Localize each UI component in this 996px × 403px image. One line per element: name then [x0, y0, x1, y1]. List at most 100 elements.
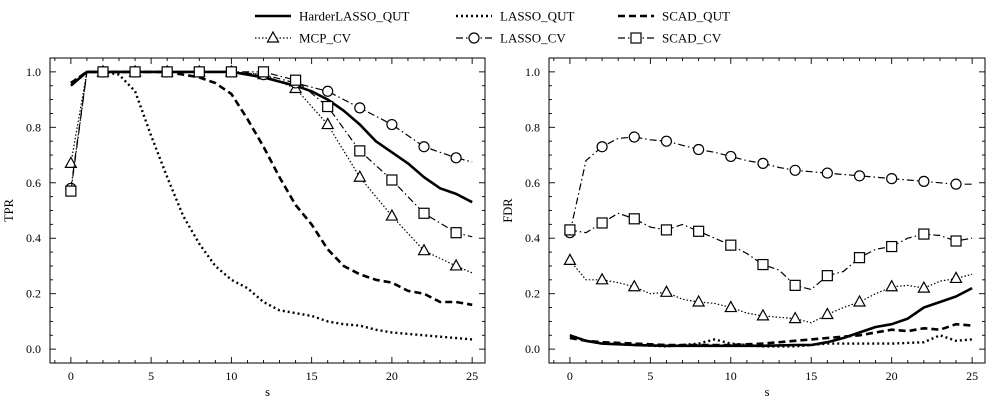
series-line-scadcv	[569, 212, 973, 291]
data-point-mcpcv	[756, 308, 770, 321]
series-lassocv	[564, 131, 973, 239]
legend-marker	[630, 32, 642, 44]
y-tick-label: 0.0	[26, 342, 41, 356]
x-tick-label: 20	[386, 369, 398, 383]
legend-label: SCAD_CV	[662, 31, 722, 46]
data-point-lassocv	[450, 152, 462, 164]
data-point-mcpcv	[449, 258, 463, 271]
y-tick-label: 0.6	[26, 176, 41, 190]
data-point-lassocv	[789, 164, 801, 176]
legend-label: SCAD_QUT	[662, 9, 730, 24]
legend-marker	[468, 32, 480, 44]
data-point-mcpcv	[949, 271, 963, 284]
y-tick-label: 0.2	[26, 287, 41, 301]
series-line-harder	[569, 286, 973, 348]
data-point-lassocv	[918, 175, 930, 187]
data-point-scadcv	[660, 224, 673, 236]
y-tick-label: 1.0	[525, 65, 540, 79]
data-point-mcpcv	[692, 294, 706, 307]
data-point-lassocv	[596, 141, 608, 153]
y-tick-label: 0.0	[525, 342, 540, 356]
data-point-mcpcv	[788, 311, 802, 324]
legend-label: HarderLASSO_QUT	[299, 9, 410, 24]
x-tick-label: 20	[886, 369, 898, 383]
y-tick-label: 0.2	[525, 287, 540, 301]
series-line-lassoqut	[569, 334, 973, 348]
data-point-scadcv	[853, 252, 866, 264]
data-point-scadcv	[757, 258, 769, 271]
legend-label: LASSO_QUT	[500, 9, 574, 24]
legend-entry-scadqut: SCAD_QUT	[618, 9, 730, 24]
data-point-scadcv	[386, 174, 398, 186]
data-point-mcpcv	[852, 294, 867, 307]
data-point-mcpcv	[321, 117, 335, 130]
x-tick-label: 15	[805, 369, 817, 383]
x-tick-label: 0	[68, 369, 74, 383]
data-point-lassocv	[725, 150, 737, 163]
data-point-scadcv	[129, 66, 141, 78]
data-point-mcpcv	[917, 280, 931, 293]
data-point-mcpcv	[385, 208, 399, 221]
series-line-lassocv	[70, 71, 473, 189]
data-point-lassocv	[386, 118, 398, 131]
data-point-scadcv	[450, 227, 462, 239]
series-scadcv	[65, 66, 473, 239]
data-point-lassocv	[660, 135, 673, 147]
series-mcpcv	[563, 253, 973, 324]
data-point-scadcv	[725, 239, 737, 251]
x-tick-label: 10	[725, 369, 737, 383]
data-point-scadcv	[821, 270, 833, 282]
x-axis-title: s	[265, 385, 270, 399]
x-tick-label: 10	[225, 369, 237, 383]
data-point-scadcv	[354, 145, 366, 157]
data-point-scadcv	[886, 240, 898, 253]
data-point-scadcv	[322, 100, 334, 113]
y-axis-title: FDR	[501, 198, 515, 223]
legend-marker	[266, 30, 280, 43]
data-point-scadcv	[693, 225, 705, 237]
tpr-panel: 0 5 10 15 20 25 0.0 0.2 0.4 0.6 0.8 1.0 s TPR	[2, 57, 486, 399]
data-point-mcpcv	[820, 307, 834, 320]
data-point-lassocv	[821, 167, 833, 179]
data-point-mcpcv	[659, 285, 673, 297]
series-line-scadcv	[70, 71, 473, 238]
series-harder	[70, 70, 473, 204]
legend-entry-lassoqut: LASSO_QUT	[456, 9, 574, 24]
series-line-mcpcv	[70, 71, 473, 274]
y-tick-label: 0.8	[525, 120, 540, 134]
y-tick-label: 0.8	[26, 120, 41, 134]
data-point-scadcv	[596, 217, 608, 229]
series-lassocv	[65, 66, 473, 194]
series-scadcv	[564, 212, 973, 291]
data-point-lassocv	[418, 141, 430, 153]
x-axis-title: s	[765, 385, 770, 399]
legend: HarderLASSO_QUT LASSO_QUT SCAD_QUT MCP_CV LA…	[255, 9, 730, 46]
data-point-mcpcv	[627, 279, 641, 292]
fdr-panel: 0 5 10 15 20 25 0.0 0.2 0.4 0.6 0.8 1.0 s FDR	[501, 57, 986, 399]
data-point-mcpcv	[64, 156, 78, 168]
data-point-scadcv	[564, 224, 576, 236]
x-tick-label: 25	[466, 369, 478, 383]
data-point-mcpcv	[595, 272, 609, 285]
series-mcpcv	[64, 64, 473, 274]
data-point-scadcv	[289, 74, 302, 86]
series-line-harder	[70, 70, 473, 204]
series-line-scadqut	[70, 70, 473, 307]
data-point-scadcv	[257, 66, 270, 78]
legend-entry-lassocv: LASSO_CV	[456, 31, 566, 46]
legend-entry-mcpcv: MCP_CV	[255, 31, 352, 46]
series-lassoqut	[70, 70, 473, 341]
data-point-lassocv	[950, 178, 962, 190]
x-tick-label: 0	[567, 369, 573, 383]
data-point-mcpcv	[353, 169, 367, 182]
series-line-mcpcv	[569, 260, 973, 324]
data-point-mcpcv	[885, 279, 899, 292]
y-tick-label: 0.4	[525, 231, 540, 245]
y-tick-label: 0.4	[26, 231, 41, 245]
x-tick-label: 5	[647, 369, 653, 383]
data-point-scadcv	[97, 66, 109, 78]
x-tick-label: 15	[306, 369, 318, 383]
series-line-scadqut	[569, 322, 973, 347]
x-tick-label: 5	[148, 369, 154, 383]
